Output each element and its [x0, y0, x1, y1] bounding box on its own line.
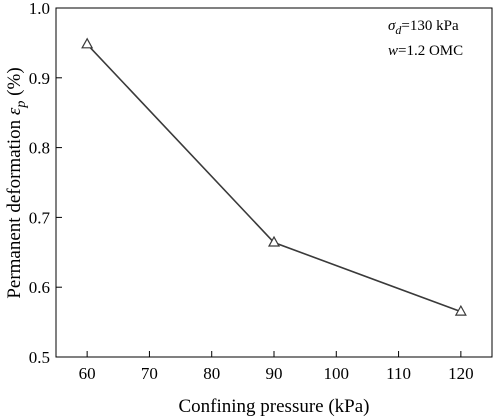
y-tick-label: 0.6	[29, 278, 50, 297]
plot-frame	[55, 7, 493, 358]
x-tick-label: 90	[266, 364, 283, 383]
annotation-stress-value: =130 kPa	[401, 18, 459, 34]
x-tick-label: 70	[141, 364, 158, 383]
annotation-moisture-value: =1.2 OMC	[398, 43, 463, 59]
y-tick-label: 0.9	[29, 69, 50, 88]
series-line	[86, 43, 462, 313]
y-axis-title: Permanent deformation εp (%)	[4, 67, 29, 298]
x-axis-title: Confining pressure (kPa)	[178, 396, 369, 417]
x-tick-label: 60	[79, 364, 96, 383]
y-tick-label: 0.5	[29, 348, 50, 367]
y-axis-ticks: 0.5 0.6 0.7 0.8 0.9 1.0	[29, 0, 62, 367]
y-axis-title-unit: (%)	[4, 67, 25, 100]
x-tick-label: 120	[448, 364, 474, 383]
annotation-stress-subscript: d	[395, 23, 402, 37]
x-tick-label: 80	[203, 364, 220, 383]
annotation-moisture: w=1.2 OMC	[388, 43, 463, 59]
annotation-stress-symbol: σ	[388, 18, 396, 34]
annotation-stress: σd=130 kPa	[388, 18, 459, 37]
data-point-marker	[267, 235, 281, 247]
x-tick-label: 100	[324, 364, 350, 383]
data-point-marker	[81, 37, 94, 49]
y-tick-label: 0.8	[29, 139, 50, 158]
y-tick-label: 0.7	[29, 208, 51, 227]
data-point-marker	[454, 304, 467, 316]
annotation-moisture-symbol: w	[388, 43, 398, 59]
x-tick-label: 110	[386, 364, 411, 383]
y-axis-title-subscript: p	[14, 101, 29, 109]
x-axis-ticks: 60 70 80 90 100 110 120	[79, 351, 474, 383]
series-group	[81, 37, 467, 316]
y-tick-label: 1.0	[29, 0, 50, 18]
y-axis-title-main: Permanent deformation	[4, 115, 25, 299]
y-axis-title-symbol: ε	[4, 107, 25, 115]
